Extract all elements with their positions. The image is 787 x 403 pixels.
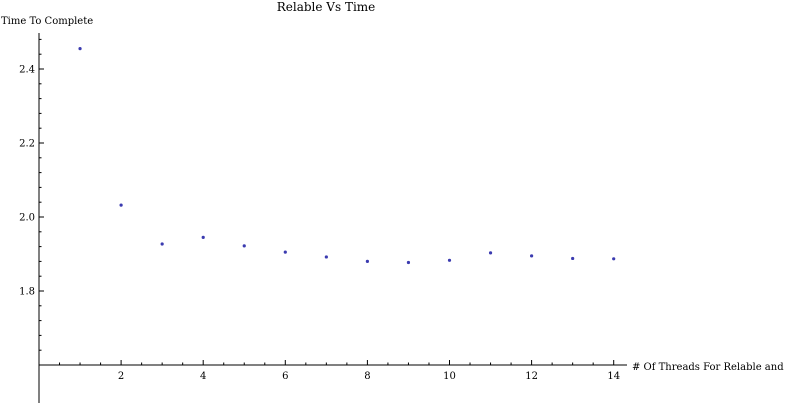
chart-title: Relable Vs Time bbox=[277, 0, 376, 14]
x-tick-label: 8 bbox=[364, 371, 370, 382]
x-tick-label: 12 bbox=[525, 371, 538, 382]
data-point bbox=[78, 47, 82, 51]
x-axis-label: # Of Threads For Relable and Rotate bbox=[632, 362, 787, 373]
y-axis-label: Time To Complete bbox=[1, 16, 93, 27]
data-point bbox=[612, 257, 616, 261]
data-point bbox=[324, 255, 328, 259]
data-point bbox=[160, 242, 164, 246]
x-tick-label: 4 bbox=[200, 371, 206, 382]
data-point bbox=[283, 250, 287, 254]
y-tick-label: 2.2 bbox=[19, 139, 35, 150]
data-point bbox=[447, 258, 452, 262]
x-tick-label: 6 bbox=[282, 371, 288, 382]
y-tick-label: 2.4 bbox=[19, 65, 35, 76]
data-point bbox=[365, 259, 369, 263]
data-points bbox=[78, 47, 616, 265]
x-tick-label: 14 bbox=[607, 371, 620, 382]
data-point bbox=[119, 203, 123, 207]
y-tick-label: 2.0 bbox=[19, 213, 35, 224]
data-point bbox=[488, 251, 493, 255]
data-point bbox=[242, 244, 246, 248]
data-point bbox=[571, 256, 575, 261]
data-point bbox=[406, 260, 411, 265]
axis-tick-labels: 2 4 6 8 10 12 14 1.8 2.0 2.2 2.4 bbox=[19, 65, 620, 383]
data-point bbox=[201, 235, 205, 239]
x-tick-label: 10 bbox=[443, 371, 456, 382]
data-point bbox=[530, 254, 534, 258]
x-tick-label: 2 bbox=[118, 371, 124, 382]
y-tick-label: 1.8 bbox=[19, 287, 35, 298]
axis-ticks bbox=[39, 38, 615, 366]
